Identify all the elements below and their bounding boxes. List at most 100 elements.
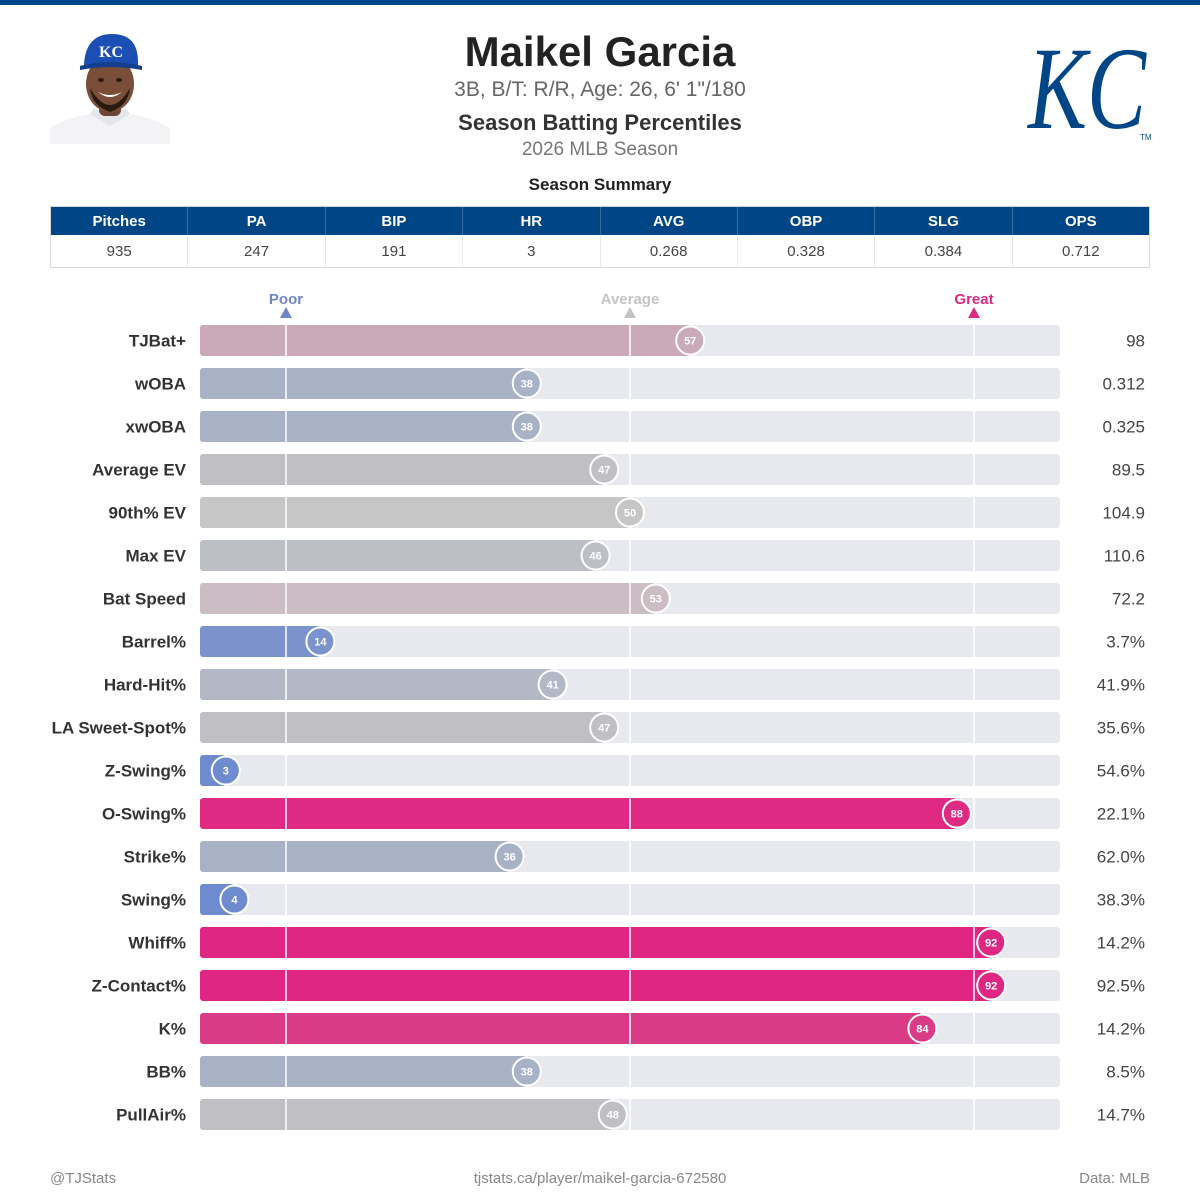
category-label: PullAir% — [116, 1106, 186, 1125]
stat-value: 89.5 — [1112, 461, 1145, 480]
percentile-label: 38 — [521, 1067, 533, 1079]
category-label: Swing% — [121, 891, 186, 910]
stat-value: 72.2 — [1112, 590, 1145, 609]
percentile-label: 50 — [624, 508, 636, 520]
summary-value: 247 — [188, 235, 326, 267]
stat-value: 14.2% — [1097, 934, 1145, 953]
percentile-bar — [200, 454, 605, 485]
footer-url[interactable]: tjstats.ca/player/maikel-garcia-672580 — [473, 1170, 727, 1187]
percentile-circle — [640, 583, 671, 614]
percentile-bar — [200, 970, 992, 1001]
summary-value: 0.384 — [875, 235, 1013, 267]
percentile-label: 41 — [546, 680, 558, 692]
category-label: Hard-Hit% — [104, 676, 186, 695]
percentile-circle — [537, 669, 568, 700]
percentile-bar — [200, 669, 553, 700]
marker-label-poor: Poor — [269, 291, 303, 308]
stat-value: 3.7% — [1106, 633, 1145, 652]
percentile-label: 88 — [951, 809, 963, 821]
player-headshot: KC — [50, 26, 170, 144]
summary-value: 0.712 — [1062, 242, 1100, 260]
summary-value: 0.328 — [738, 235, 876, 267]
marker-label-average: Average — [601, 291, 660, 308]
percentile-bar — [200, 626, 321, 657]
percentile-circle — [976, 927, 1007, 958]
cap-logo-text: KC — [99, 44, 123, 61]
summary-table: Pitches PA BIP HR AVG OBP SLG OPS 935 24… — [50, 206, 1150, 268]
percentile-circle — [494, 841, 525, 872]
category-label: LA Sweet-Spot% — [52, 719, 186, 738]
player-name: Maikel Garcia — [464, 28, 736, 75]
summary-header-row: Pitches PA BIP HR AVG OBP SLG OPS — [51, 207, 1149, 235]
category-label: Z-Contact% — [92, 977, 186, 996]
percentile-label: 47 — [598, 723, 610, 735]
category-label: Bat Speed — [103, 590, 186, 609]
summary-value: 3 — [463, 235, 601, 267]
category-label: Barrel% — [122, 633, 186, 652]
stat-value: 14.2% — [1097, 1020, 1145, 1039]
summary-header: AVG — [601, 207, 738, 235]
summary-header: Pitches — [51, 207, 189, 235]
percentile-label: 3 — [223, 766, 229, 778]
summary-header: OBP — [738, 207, 876, 235]
category-label: xwOBA — [126, 418, 186, 437]
summary-header: HR — [463, 207, 601, 235]
percentile-circle — [580, 540, 611, 571]
category-label: Average EV — [92, 461, 187, 480]
percentile-circle — [589, 454, 620, 485]
percentile-circle — [210, 755, 241, 786]
percentile-circle — [511, 1056, 542, 1087]
stat-value: 14.7% — [1097, 1106, 1145, 1125]
stat-value: 35.6% — [1097, 719, 1145, 738]
percentile-label: 38 — [521, 422, 533, 434]
percentile-label: 4 — [231, 895, 238, 907]
stat-value: 0.325 — [1102, 418, 1145, 437]
summary-header: OPS — [1064, 212, 1097, 230]
stat-value: 8.5% — [1106, 1063, 1145, 1082]
percentile-label: 48 — [607, 1110, 619, 1122]
percentile-bar — [200, 497, 630, 528]
percentile-bar — [200, 540, 596, 571]
trademark-mark: TM — [1140, 133, 1152, 142]
category-label: 90th% EV — [109, 504, 187, 523]
percentile-circle — [511, 411, 542, 442]
percentile-bar — [200, 583, 656, 614]
category-label: wOBA — [134, 375, 186, 394]
summary-value: 935 — [51, 235, 189, 267]
percentile-circle — [219, 884, 250, 915]
category-label: BB% — [146, 1063, 186, 1082]
category-label: K% — [159, 1020, 186, 1039]
category-label: Strike% — [124, 848, 186, 867]
percentile-bar — [200, 325, 691, 356]
stat-value: 41.9% — [1097, 676, 1145, 695]
percentile-label: 47 — [598, 465, 610, 477]
percentile-bar — [200, 1013, 923, 1044]
summary-value-row: 935 247 191 3 0.268 0.328 0.384 0.712 — [51, 235, 1149, 267]
percentile-circle — [976, 970, 1007, 1001]
marker-triangle-average — [624, 307, 636, 318]
category-label: TJBat+ — [129, 332, 186, 351]
stat-value: 110.6 — [1104, 547, 1145, 566]
category-label: O-Swing% — [102, 805, 186, 824]
marker-triangle-poor — [280, 307, 292, 318]
player-bio: 3B, B/T: R/R, Age: 26, 6' 1"/180 — [454, 78, 746, 101]
percentile-circle — [589, 712, 620, 743]
percentile-label: 46 — [589, 551, 601, 563]
stat-value: 54.6% — [1097, 762, 1145, 781]
percentile-label: 84 — [916, 1024, 929, 1036]
team-logo-text: KC — [1027, 24, 1147, 146]
category-label: Whiff% — [128, 934, 186, 953]
percentile-circle — [597, 1099, 628, 1130]
percentile-bar — [200, 411, 527, 442]
summary-value: 191 — [326, 235, 464, 267]
stat-value: 22.1% — [1097, 805, 1145, 824]
percentile-circle — [941, 798, 972, 829]
percentile-circle — [305, 626, 336, 657]
percentile-circle — [907, 1013, 938, 1044]
team-logo: KC TM — [1027, 24, 1152, 146]
percentile-label: 53 — [650, 594, 662, 606]
percentile-bar — [200, 927, 992, 958]
summary-header: PA — [188, 207, 326, 235]
percentile-label: 92 — [985, 981, 997, 993]
